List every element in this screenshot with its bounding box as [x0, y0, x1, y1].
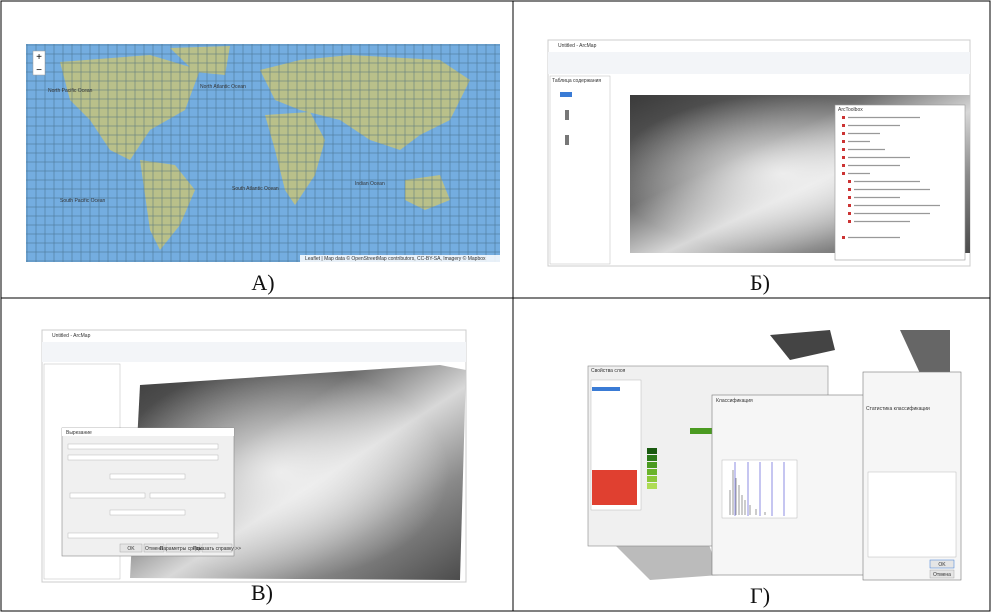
button[interactable]: Отмена [933, 572, 951, 578]
layer-properties: Свойства слоя Классификация Статистика к… [588, 330, 961, 580]
button[interactable]: Показать справку >> [193, 546, 241, 552]
svg-text:+: + [36, 52, 42, 63]
button[interactable]: OK [938, 562, 946, 568]
window-title: Untitled - ArcMap [558, 43, 597, 49]
window-title: Untitled - ArcMap [52, 333, 91, 339]
dialog-title: Вырезание [66, 430, 92, 436]
panel-label: Б) [750, 270, 770, 295]
map-panel: + − North Pacific Ocean North Atlantic O… [26, 44, 500, 262]
figure: + − North Pacific Ocean North Atlantic O… [0, 0, 991, 612]
panel-label: В) [251, 580, 273, 605]
figure-svg: + − North Pacific Ocean North Atlantic O… [0, 0, 991, 612]
svg-text:−: − [36, 65, 42, 76]
toc-title: Таблица содержания [552, 78, 601, 84]
ocean-label: North Pacific Ocean [48, 88, 93, 94]
button[interactable]: OK [127, 546, 135, 552]
arcmap-window: Untitled - ArcMap Вырезание OK Отмена Па… [42, 330, 466, 582]
dialog-title: Свойства слоя [591, 367, 626, 374]
toolbox-title: ArcToolbox [838, 107, 863, 113]
stats-title: Статистика классификации [866, 406, 930, 412]
panel-label: Г) [750, 583, 770, 608]
panel-label: А) [251, 270, 274, 295]
attribution: Leaflet | Map data © OpenStreetMap contr… [305, 255, 486, 262]
ocean-label: South Atlantic Ocean [232, 186, 279, 192]
ocean-label: North Atlantic Ocean [200, 84, 246, 90]
ocean-label: Indian Ocean [355, 181, 385, 187]
ocean-label: South Pacific Ocean [60, 198, 106, 204]
dialog-title: Классификация [716, 398, 753, 404]
arcmap-window: Untitled - ArcMap Таблица содержания Arc… [548, 40, 970, 266]
